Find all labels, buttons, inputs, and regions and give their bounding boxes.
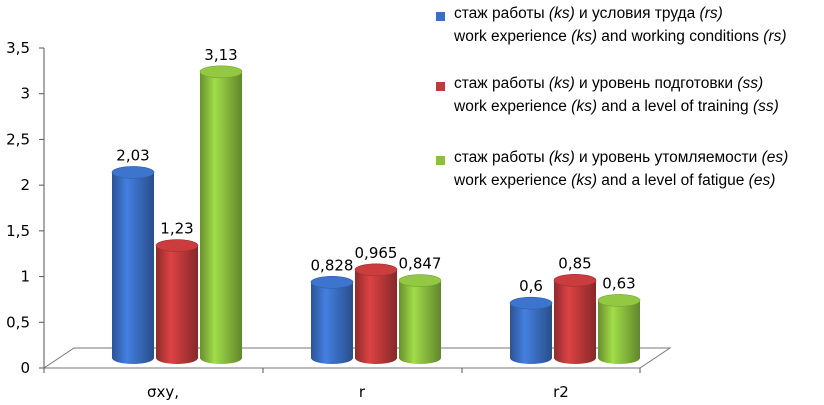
- data-label: 0,6: [519, 277, 543, 295]
- bar-top: [398, 274, 442, 287]
- legend-label-ru: стаж работы (ks) и условия труда (rs): [454, 5, 723, 22]
- legend-label: стаж работы (ks) и условия труда (rs) wor…: [454, 2, 824, 48]
- bar-top: [199, 65, 243, 79]
- bar: [553, 273, 597, 364]
- bar-body: [311, 282, 353, 364]
- bar-body: [156, 245, 198, 364]
- bar-top: [155, 239, 199, 252]
- bar-top: [310, 275, 354, 289]
- bar: [597, 294, 641, 364]
- bar: [354, 263, 398, 364]
- y-tick-label: 1: [20, 268, 30, 286]
- bars-layer: [111, 65, 641, 364]
- data-label: 0,85: [558, 254, 591, 272]
- legend-label-en: work experience (ks) and a level of fati…: [454, 172, 776, 189]
- data-label: 3,13: [204, 46, 237, 64]
- chart-floor: [42, 347, 672, 369]
- legend-label-ru: стаж работы (ks) и уровень подготовки (s…: [454, 75, 764, 92]
- x-category-label: r: [359, 383, 366, 401]
- data-label: 0,828: [311, 256, 354, 274]
- y-tick-label: 3,5: [6, 39, 30, 57]
- bar: [111, 166, 155, 364]
- data-label: 2,03: [116, 146, 149, 164]
- bar: [155, 239, 199, 364]
- bar-body: [554, 280, 596, 364]
- axis-layer: 0 0,5 1 1,5 2 2,5 3 3,5 σxy, r r2: [6, 39, 672, 401]
- bar-body: [598, 300, 640, 364]
- y-tick-label: 2: [20, 176, 30, 194]
- bar: [398, 274, 442, 364]
- legend-swatch: [436, 156, 445, 165]
- y-tick-label: 0,5: [6, 313, 30, 331]
- data-label: 0,847: [399, 255, 442, 273]
- bar-top: [553, 273, 597, 287]
- bar-body: [510, 303, 552, 364]
- bar: [310, 275, 354, 364]
- bar-body: [399, 280, 441, 364]
- bar-body: [200, 71, 242, 364]
- bar-top: [111, 166, 155, 179]
- bar: [199, 65, 243, 364]
- bar-body: [355, 269, 397, 364]
- data-label: 1,23: [160, 220, 193, 238]
- bar-top: [354, 263, 398, 277]
- legend-label-en: work experience (ks) and working conditi…: [454, 28, 787, 45]
- data-label: 0,63: [602, 274, 635, 292]
- y-tick-label: 2,5: [6, 130, 30, 148]
- bar: [509, 296, 553, 364]
- y-tick-label: 0: [20, 359, 30, 377]
- x-category-label: σxy,: [147, 383, 179, 401]
- legend-label: стаж работы (ks) и уровень подготовки (s…: [454, 72, 824, 118]
- bar-body: [112, 172, 154, 364]
- bar-top: [597, 294, 641, 307]
- legend-label-ru: стаж работы (ks) и уровень утомляемости …: [454, 149, 789, 166]
- data-label: 0,965: [355, 244, 398, 262]
- bar-top: [509, 296, 553, 310]
- legend-swatch: [436, 12, 445, 21]
- legend-label: стаж работы (ks) и уровень утомляемости …: [454, 146, 824, 192]
- y-tick-label: 1,5: [6, 222, 30, 240]
- legend-swatch: [436, 82, 445, 91]
- x-category-label: r2: [553, 383, 569, 401]
- legend-label-en: work experience (ks) and a level of trai…: [454, 98, 779, 115]
- y-tick-label: 3: [20, 85, 30, 103]
